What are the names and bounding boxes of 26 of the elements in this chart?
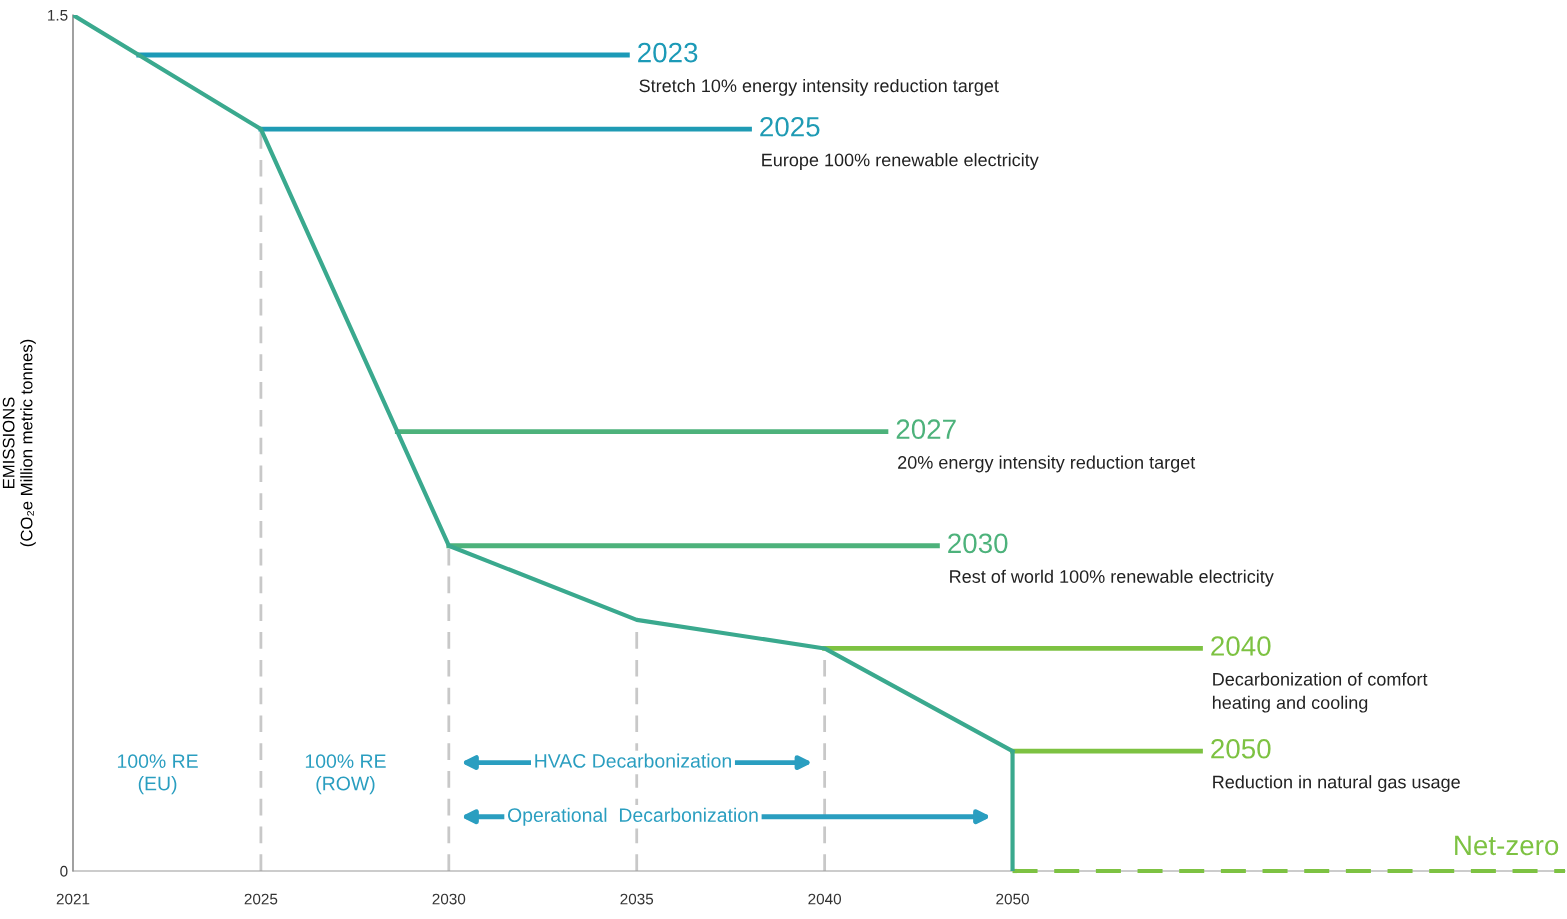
annotation: Europe 100% renewable electricity (762, 153, 1039, 170)
x-tick-label: 2050 (996, 893, 1029, 905)
ref-line-label: Net-zero (1455, 835, 1559, 856)
annotation: 20% energy intensity reduction target (898, 455, 1196, 473)
x-tick-label: 2035 (620, 893, 654, 905)
x-tick-label: 2021 (56, 893, 90, 905)
annotation: HVAC Decarbonization (535, 753, 731, 768)
annotation: 2023 (638, 42, 698, 63)
text: Decarbonization of comfort heating and cooling (1212, 672, 1428, 713)
annotation: 2025 (760, 116, 820, 137)
annotation: Stretch 10% energy intensity reduction target (639, 78, 999, 96)
text: 2040 (1211, 636, 1271, 656)
annotation: Rest of world 100% renewable electricity (950, 569, 1274, 587)
annotation: 2027 (896, 419, 956, 440)
y-tick-label: 0 (60, 865, 68, 877)
annotation: Operational Decarbonization (507, 807, 758, 826)
y-tick-label: 1.5 (48, 10, 68, 21)
text: Reduction in natural gas usage (1213, 775, 1460, 792)
x-tick-label: 2025 (244, 893, 278, 905)
annotation: 100% RE (EU) (117, 754, 198, 795)
annotation: 2030 (948, 533, 1008, 554)
y-axis-title: EMISSIONS (CO₂e Million metric tonnes) (2, 339, 36, 547)
x-tick-label: 2040 (808, 893, 842, 905)
text: 2050 (1211, 738, 1271, 759)
x-tick-label: 2030 (432, 893, 466, 905)
annotation: 100% RE (ROW) (305, 754, 386, 795)
